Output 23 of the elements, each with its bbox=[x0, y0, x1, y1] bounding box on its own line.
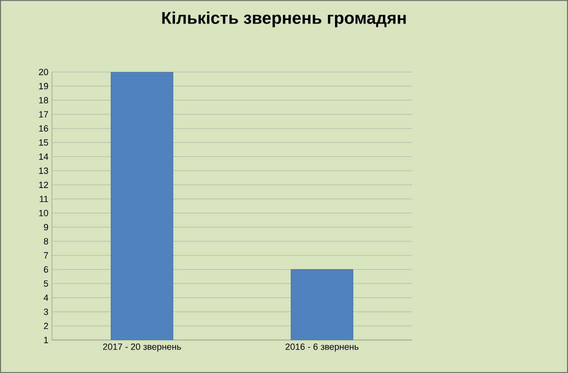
x-tick-label: 2016 - 6 звернень bbox=[286, 344, 358, 352]
y-tick-label: 14 bbox=[39, 154, 48, 160]
y-tick-label: 20 bbox=[38, 68, 48, 76]
y-tick-label: 5 bbox=[44, 280, 48, 287]
chart-title: Кількість звернень громадян bbox=[162, 12, 406, 28]
y-tick-label: 3 bbox=[44, 308, 48, 315]
y-tick-label: 17 bbox=[39, 111, 48, 118]
y-tick-label: 1 bbox=[44, 336, 48, 344]
y-tick-label: 4 bbox=[44, 294, 48, 301]
y-tick-label: 2 bbox=[44, 322, 48, 330]
y-tick-label: 10 bbox=[39, 210, 48, 216]
y-tick-label: 8 bbox=[44, 238, 48, 244]
y-tick-label: 9 bbox=[44, 224, 48, 230]
y-tick-label: 13 bbox=[39, 168, 48, 174]
y-tick-label: 15 bbox=[39, 139, 48, 146]
y-tick-label: 6 bbox=[44, 266, 48, 273]
y-tick-label: 12 bbox=[39, 182, 48, 188]
x-tick-label: 2017 - 20 звернень bbox=[103, 344, 181, 352]
y-tick-label: 11 bbox=[40, 196, 48, 202]
y-tick-label: 16 bbox=[39, 125, 48, 132]
y-tick-label: 7 bbox=[44, 252, 48, 258]
y-tick-label: 18 bbox=[39, 97, 48, 104]
y-tick-label: 19 bbox=[39, 82, 48, 90]
